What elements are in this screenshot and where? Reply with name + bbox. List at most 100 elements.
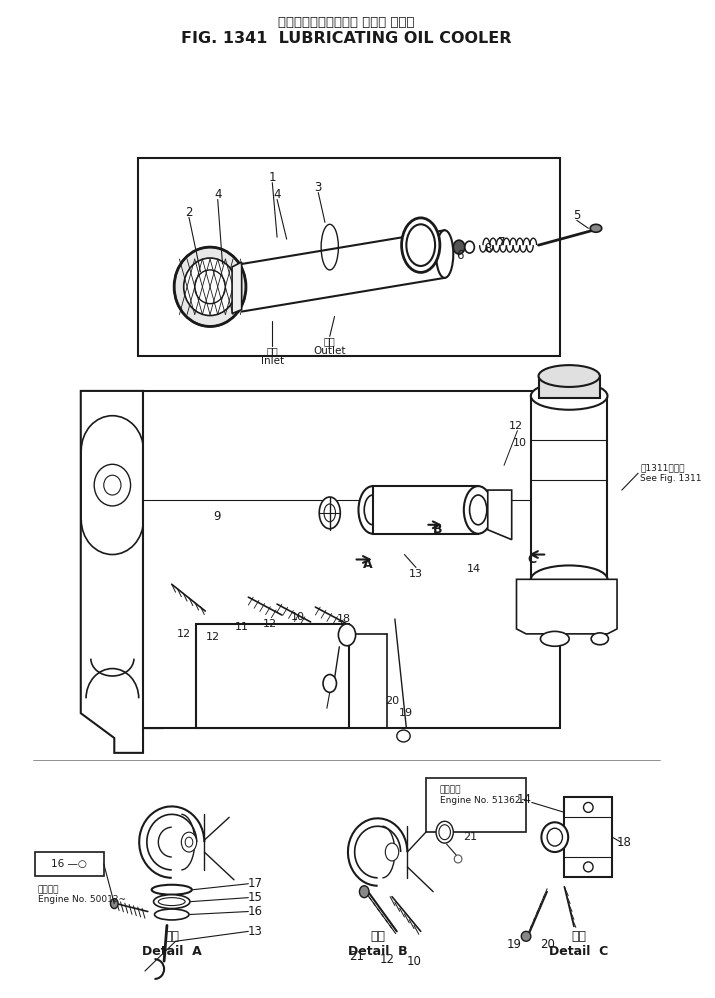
Ellipse shape bbox=[583, 802, 593, 812]
Text: 適用番号: 適用番号 bbox=[38, 885, 59, 894]
Text: 入口: 入口 bbox=[267, 346, 278, 356]
Text: 14: 14 bbox=[466, 565, 480, 575]
Text: FIG. 1341  LUBRICATING OIL COOLER: FIG. 1341 LUBRICATING OIL COOLER bbox=[181, 31, 511, 46]
Ellipse shape bbox=[182, 832, 197, 852]
Bar bbox=[531, 396, 608, 579]
Text: 20: 20 bbox=[385, 697, 399, 707]
Text: 18: 18 bbox=[616, 835, 631, 848]
Text: 10: 10 bbox=[407, 955, 421, 968]
Text: ルーブリケーティング オイル クーラ: ルーブリケーティング オイル クーラ bbox=[278, 16, 414, 29]
Ellipse shape bbox=[338, 624, 355, 646]
Bar bbox=[138, 158, 560, 356]
Text: Engine No. 51362~: Engine No. 51362~ bbox=[440, 796, 528, 805]
Text: 12: 12 bbox=[508, 420, 523, 430]
Text: Detail  B: Detail B bbox=[347, 945, 408, 958]
Polygon shape bbox=[516, 579, 617, 634]
Ellipse shape bbox=[402, 218, 440, 272]
Ellipse shape bbox=[406, 225, 435, 265]
Text: 7: 7 bbox=[498, 236, 506, 249]
Ellipse shape bbox=[174, 248, 246, 326]
Text: 4: 4 bbox=[273, 188, 281, 201]
Text: C: C bbox=[527, 553, 536, 566]
Text: Detail  C: Detail C bbox=[549, 945, 608, 958]
Text: Engine No. 50012~: Engine No. 50012~ bbox=[38, 895, 126, 904]
Text: 3: 3 bbox=[315, 181, 322, 195]
Ellipse shape bbox=[464, 486, 493, 534]
Ellipse shape bbox=[184, 258, 237, 315]
Text: Outlet: Outlet bbox=[313, 346, 346, 356]
Text: 21: 21 bbox=[463, 832, 478, 842]
Polygon shape bbox=[81, 391, 162, 752]
Text: 8: 8 bbox=[484, 242, 491, 254]
Ellipse shape bbox=[323, 675, 337, 693]
Ellipse shape bbox=[453, 241, 465, 254]
Ellipse shape bbox=[538, 365, 600, 387]
Ellipse shape bbox=[185, 837, 193, 847]
Ellipse shape bbox=[154, 909, 189, 920]
Polygon shape bbox=[232, 262, 242, 313]
Bar bbox=[373, 486, 478, 534]
Polygon shape bbox=[488, 490, 512, 540]
Ellipse shape bbox=[194, 269, 225, 303]
Ellipse shape bbox=[397, 731, 410, 742]
Ellipse shape bbox=[158, 897, 185, 905]
Ellipse shape bbox=[319, 497, 340, 529]
Bar bbox=[35, 852, 104, 876]
Text: 12: 12 bbox=[177, 629, 191, 639]
Text: 16: 16 bbox=[247, 905, 262, 918]
Polygon shape bbox=[564, 797, 612, 877]
Ellipse shape bbox=[470, 495, 487, 525]
Text: 1: 1 bbox=[269, 172, 276, 185]
Text: 6: 6 bbox=[456, 249, 464, 261]
Bar bbox=[425, 777, 526, 832]
Text: 5: 5 bbox=[573, 209, 581, 222]
Ellipse shape bbox=[521, 931, 531, 941]
Ellipse shape bbox=[360, 886, 369, 897]
Ellipse shape bbox=[541, 632, 569, 647]
Text: 10: 10 bbox=[513, 438, 526, 448]
Text: 14: 14 bbox=[517, 793, 532, 806]
Ellipse shape bbox=[531, 382, 608, 410]
Ellipse shape bbox=[385, 843, 399, 861]
Text: 10: 10 bbox=[291, 612, 305, 622]
Ellipse shape bbox=[541, 822, 568, 852]
Text: 11: 11 bbox=[235, 622, 249, 632]
Ellipse shape bbox=[436, 231, 453, 277]
Text: 第1311図参照: 第1311図参照 bbox=[640, 464, 684, 473]
Text: 18: 18 bbox=[337, 614, 351, 624]
Ellipse shape bbox=[590, 225, 602, 233]
Polygon shape bbox=[196, 624, 349, 729]
Text: 15: 15 bbox=[247, 891, 262, 904]
Text: 詳細: 詳細 bbox=[370, 930, 385, 943]
Ellipse shape bbox=[94, 464, 131, 506]
Text: B: B bbox=[433, 523, 443, 536]
Text: 詳細: 詳細 bbox=[164, 930, 179, 943]
Text: 12: 12 bbox=[380, 953, 395, 966]
Text: 21: 21 bbox=[349, 950, 364, 963]
Text: 20: 20 bbox=[540, 938, 555, 951]
Ellipse shape bbox=[324, 504, 335, 522]
Ellipse shape bbox=[154, 894, 190, 908]
Text: See Fig. 1311: See Fig. 1311 bbox=[640, 474, 701, 483]
Text: 12: 12 bbox=[263, 619, 277, 629]
Text: 12: 12 bbox=[206, 632, 220, 642]
Ellipse shape bbox=[364, 495, 382, 525]
Text: 13: 13 bbox=[247, 925, 262, 938]
Ellipse shape bbox=[583, 862, 593, 872]
Ellipse shape bbox=[547, 828, 563, 846]
Text: Detail  A: Detail A bbox=[142, 945, 202, 958]
Text: 適用番号: 適用番号 bbox=[440, 785, 461, 794]
Text: 詳細: 詳細 bbox=[571, 930, 586, 943]
Ellipse shape bbox=[531, 566, 608, 593]
Text: 19: 19 bbox=[398, 709, 413, 719]
Text: 17: 17 bbox=[247, 877, 262, 890]
Text: 4: 4 bbox=[214, 188, 222, 201]
Ellipse shape bbox=[110, 898, 118, 908]
Text: 9: 9 bbox=[213, 510, 220, 523]
Text: 16 —○: 16 —○ bbox=[51, 859, 87, 869]
Text: 13: 13 bbox=[409, 570, 423, 580]
Text: Inlet: Inlet bbox=[261, 356, 284, 366]
Bar bbox=[538, 376, 600, 398]
Ellipse shape bbox=[104, 475, 121, 495]
Ellipse shape bbox=[591, 633, 608, 645]
